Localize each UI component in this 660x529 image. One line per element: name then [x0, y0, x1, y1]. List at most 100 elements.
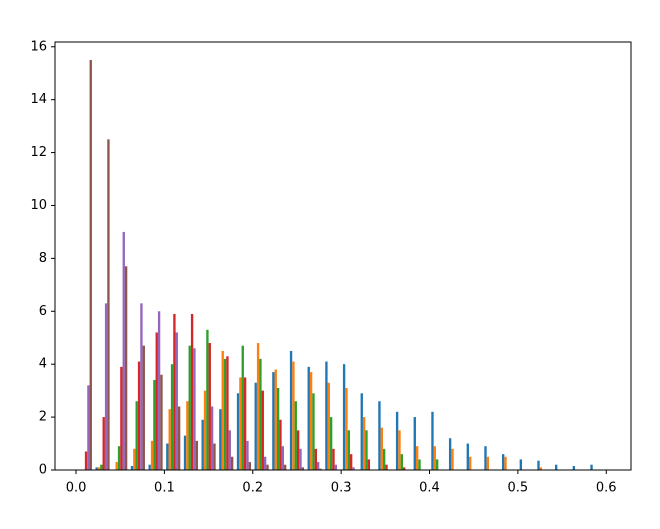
x-tick-label: 0.6	[596, 481, 617, 496]
bar	[263, 456, 267, 470]
bar	[97, 467, 101, 470]
bar	[468, 456, 472, 470]
bar	[266, 464, 269, 470]
bar	[283, 464, 287, 470]
bar	[230, 456, 234, 470]
bar	[102, 417, 105, 470]
bar	[272, 372, 275, 470]
bar	[142, 345, 145, 470]
bar	[203, 390, 207, 470]
bar	[140, 303, 143, 470]
bar	[115, 462, 118, 470]
x-tick-label: 0.1	[154, 481, 175, 496]
bar	[296, 430, 300, 470]
bar	[385, 464, 388, 470]
bar	[380, 427, 383, 470]
bar	[378, 401, 381, 470]
bar	[190, 313, 194, 470]
bar	[173, 313, 176, 470]
y-tick-label: 14	[30, 92, 47, 107]
bar	[130, 466, 134, 470]
bar	[327, 382, 330, 470]
bar	[382, 448, 386, 470]
bar	[95, 467, 98, 470]
bar	[160, 374, 163, 470]
bar	[365, 430, 368, 470]
y-tick-label: 2	[39, 410, 47, 425]
bar	[89, 59, 92, 470]
bar	[135, 401, 138, 470]
bar	[314, 448, 317, 470]
bar	[342, 364, 346, 470]
bar	[555, 464, 558, 470]
bar	[347, 430, 350, 470]
y-tick-label: 8	[39, 251, 47, 266]
y-tick-label: 6	[39, 304, 47, 319]
bar	[193, 348, 196, 470]
bar	[299, 448, 302, 470]
y-tick-label: 16	[30, 39, 47, 54]
bar	[334, 464, 338, 470]
bar	[104, 303, 108, 470]
bar	[186, 401, 189, 470]
y-tick-label: 12	[30, 145, 47, 160]
bar	[279, 419, 282, 470]
bar	[362, 417, 366, 470]
bar	[415, 446, 419, 470]
bar	[486, 456, 490, 470]
bar	[332, 448, 335, 470]
bar	[319, 468, 322, 470]
bar	[243, 377, 247, 470]
bar	[246, 440, 249, 470]
bar	[177, 406, 181, 470]
x-tick-label: 0.4	[419, 481, 440, 496]
bar	[188, 345, 191, 470]
bar	[572, 466, 576, 470]
bar	[289, 350, 293, 470]
bar	[400, 454, 404, 470]
bar	[223, 358, 227, 470]
bar	[120, 366, 123, 470]
bar	[259, 358, 262, 470]
bar	[316, 462, 320, 470]
bar	[281, 446, 284, 470]
bar	[349, 454, 353, 470]
bar	[256, 343, 260, 470]
bar	[213, 443, 216, 470]
bar	[208, 343, 211, 470]
bar	[466, 443, 469, 470]
bar	[352, 467, 355, 470]
bar	[448, 438, 452, 470]
plot-frame	[54, 41, 632, 471]
bar	[312, 393, 315, 470]
bar	[367, 459, 371, 470]
bar	[292, 361, 295, 470]
y-tick-label: 4	[39, 357, 47, 372]
bar	[276, 387, 280, 470]
bar	[117, 446, 121, 470]
bar	[403, 467, 406, 470]
bar	[539, 467, 543, 470]
bar	[307, 366, 310, 470]
y-tick-label: 10	[30, 198, 47, 213]
bar	[221, 350, 224, 470]
bar	[183, 435, 187, 470]
bar	[398, 430, 401, 470]
bar	[435, 459, 439, 470]
bar	[294, 401, 297, 470]
bar	[360, 393, 363, 470]
bar	[254, 382, 257, 470]
bar	[195, 440, 198, 470]
bar	[148, 464, 151, 470]
bar	[484, 446, 487, 470]
bar	[241, 345, 244, 470]
bar	[206, 329, 209, 470]
bar	[133, 448, 136, 470]
bar	[150, 440, 154, 470]
bar	[166, 443, 169, 470]
bar	[87, 385, 90, 470]
bar	[431, 411, 434, 470]
bar	[590, 464, 593, 470]
bar	[345, 387, 348, 470]
